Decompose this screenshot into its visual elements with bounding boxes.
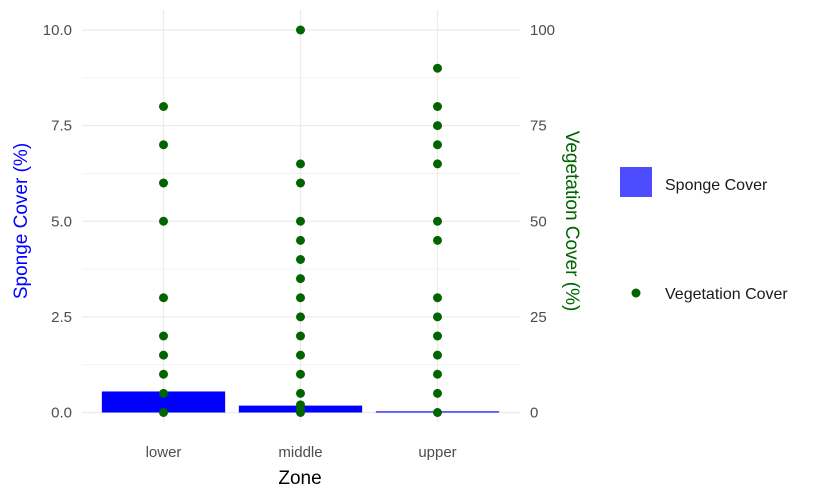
- point-upper: [433, 350, 442, 360]
- legend-label-sponge-cover: Sponge Cover: [665, 177, 768, 194]
- point-upper: [433, 159, 442, 169]
- right-tick-label: 75: [530, 118, 547, 135]
- point-upper: [433, 121, 442, 131]
- left-tick-label: 7.5: [51, 118, 72, 135]
- legend-label-vegetation-cover: Vegetation Cover: [665, 286, 788, 303]
- point-upper: [433, 216, 442, 226]
- point-middle: [296, 312, 305, 322]
- point-middle: [296, 255, 305, 264]
- point-upper: [433, 63, 442, 73]
- left-axis-title: Sponge Cover (%): [11, 143, 32, 299]
- point-upper: [433, 369, 442, 379]
- point-lower: [159, 350, 168, 360]
- bar-lower: [101, 391, 226, 413]
- point-middle: [296, 178, 305, 188]
- point-upper: [433, 408, 442, 417]
- point-middle: [296, 293, 305, 303]
- point-middle: [296, 331, 305, 341]
- x-tick-label-middle: middle: [278, 444, 322, 461]
- point-lower: [159, 369, 168, 379]
- point-upper: [433, 102, 442, 111]
- legend-key-sponge-cover: [620, 167, 652, 197]
- right-tick-label: 50: [530, 213, 547, 230]
- point-lower: [159, 102, 168, 111]
- point-upper: [433, 140, 442, 150]
- x-axis-title: Zone: [278, 468, 321, 489]
- left-tick-label: 5.0: [51, 213, 72, 230]
- axes: 0.0 2.5 5.0 7.5 10.0 0 25 50 75 100 lower middle upp…: [43, 22, 555, 461]
- right-tick-label: 100: [530, 22, 555, 39]
- right-axis-title: Vegetation Cover (%): [561, 131, 582, 312]
- point-middle: [296, 400, 305, 410]
- point-lower: [159, 388, 168, 398]
- left-tick-label: 2.5: [51, 309, 72, 326]
- grid: [82, 10, 520, 422]
- point-middle: [296, 274, 305, 284]
- x-tick-label-lower: lower: [146, 444, 182, 461]
- point-middle: [296, 159, 305, 169]
- point-middle: [296, 350, 305, 360]
- point-upper: [433, 312, 442, 322]
- legend-key-vegetation-cover: [631, 288, 641, 298]
- right-tick-label: 0: [530, 405, 538, 422]
- point-lower: [159, 140, 168, 150]
- right-tick-label: 25: [530, 309, 547, 326]
- point-series: [159, 25, 442, 417]
- point-lower: [159, 331, 168, 341]
- legend: Sponge Cover Vegetation Cover: [620, 167, 788, 303]
- point-middle: [296, 369, 305, 379]
- left-tick-label: 0.0: [51, 405, 72, 422]
- point-lower: [159, 293, 168, 303]
- point-lower: [159, 216, 168, 226]
- point-upper: [433, 235, 442, 245]
- point-middle: [296, 216, 305, 226]
- point-middle: [296, 388, 305, 398]
- point-lower: [159, 178, 168, 188]
- point-middle: [296, 235, 305, 245]
- point-middle: [296, 25, 305, 35]
- point-upper: [433, 293, 442, 303]
- left-tick-label: 10.0: [43, 22, 72, 39]
- point-upper: [433, 388, 442, 398]
- x-tick-label-upper: upper: [418, 444, 456, 461]
- point-upper: [433, 331, 442, 341]
- point-lower: [159, 408, 168, 417]
